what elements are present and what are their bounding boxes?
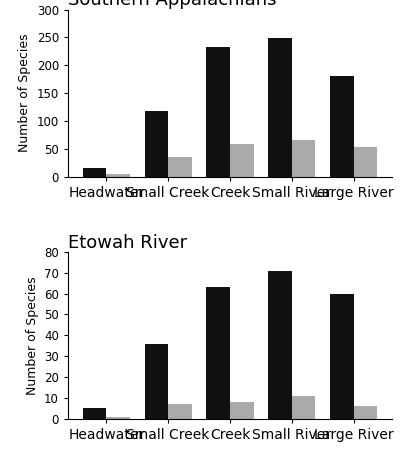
Bar [168, 157, 192, 177]
Bar [292, 140, 315, 177]
Bar [206, 288, 230, 419]
Y-axis label: Number of Species: Number of Species [18, 34, 31, 152]
Bar [268, 270, 292, 419]
Bar [106, 417, 130, 419]
Bar [106, 174, 130, 177]
Bar [268, 39, 292, 177]
Y-axis label: Number of Species: Number of Species [26, 276, 38, 395]
Bar [292, 396, 315, 419]
Bar [330, 294, 354, 419]
Bar [206, 48, 230, 177]
Bar [145, 344, 168, 419]
Bar [354, 147, 377, 177]
Bar [230, 402, 254, 419]
Bar [168, 404, 192, 419]
Bar [83, 168, 106, 177]
Bar [145, 111, 168, 177]
Bar [230, 144, 254, 177]
Bar [83, 408, 106, 419]
Bar [354, 407, 377, 419]
Bar [330, 76, 354, 177]
Text: Southern Appalachians: Southern Appalachians [68, 0, 276, 10]
Text: Etowah River: Etowah River [68, 234, 187, 252]
